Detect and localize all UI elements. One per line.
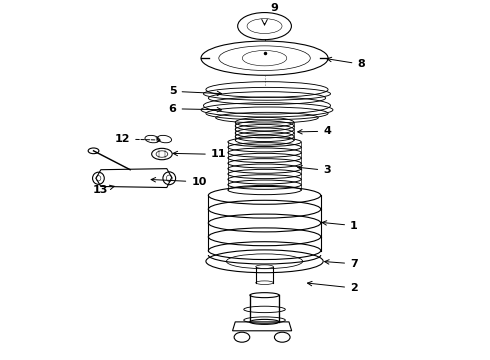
Text: 1: 1 [322,221,358,231]
Text: 5: 5 [169,86,221,96]
Text: 7: 7 [324,259,358,269]
Text: 6: 6 [169,104,221,114]
Text: 13: 13 [93,185,114,195]
Text: 9: 9 [270,3,278,13]
Text: 10: 10 [151,177,207,187]
Text: 11: 11 [173,149,226,159]
Text: 12: 12 [115,134,161,144]
Text: 4: 4 [298,126,331,136]
Text: 8: 8 [327,57,365,69]
Text: 3: 3 [298,166,331,175]
Text: 2: 2 [308,282,358,293]
